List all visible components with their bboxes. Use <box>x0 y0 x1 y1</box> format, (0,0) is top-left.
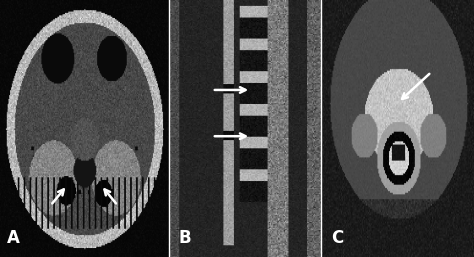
Text: B: B <box>179 229 191 247</box>
Text: A: A <box>7 229 19 247</box>
Text: C: C <box>331 229 343 247</box>
